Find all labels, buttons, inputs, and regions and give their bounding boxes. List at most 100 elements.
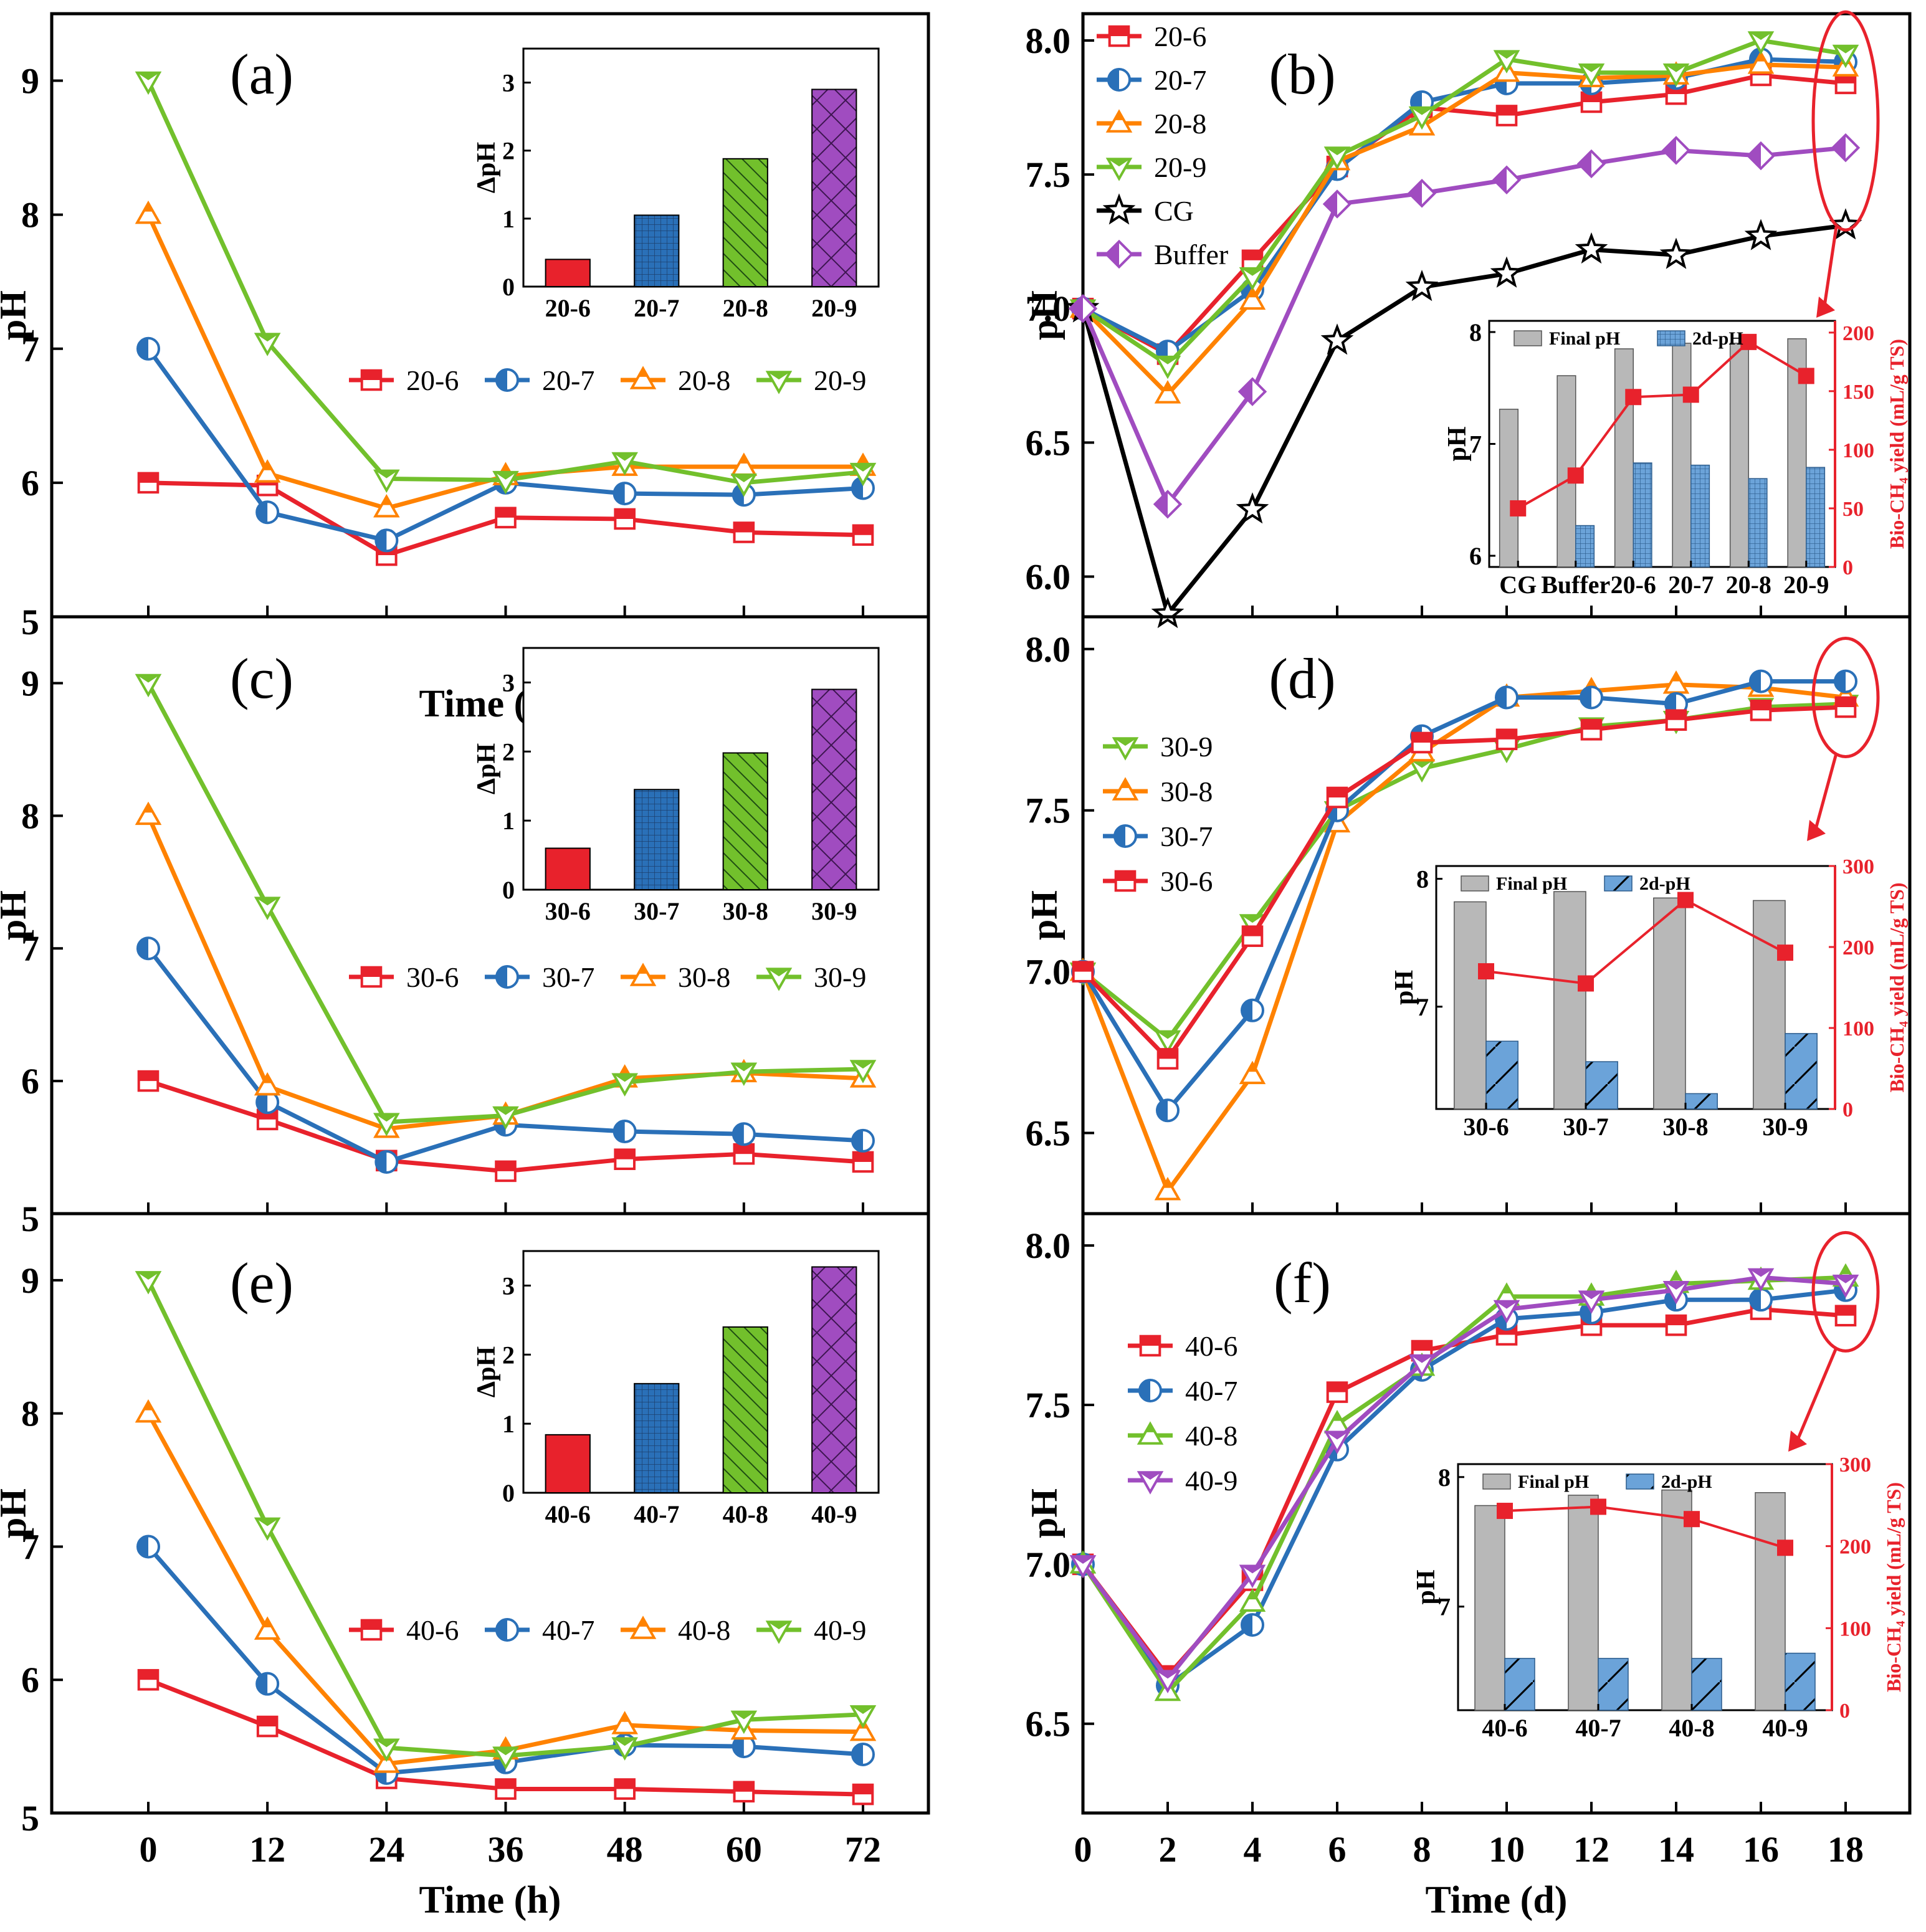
legend-label: 30-6 [1160,865,1213,897]
marker-triangle-up [629,366,657,389]
marker-fill [1242,926,1262,936]
x-tick-label: 24 [368,1829,404,1870]
marker-fill [1327,1382,1347,1392]
marker-fill [1070,295,1083,321]
marker-fill [497,966,507,987]
inset-y2-axis-label: Bio-CH₄ yield (mL/g TS) [1885,339,1908,549]
marker-fill [257,502,268,523]
marker-fill [497,369,507,391]
marker-fill [1578,151,1591,177]
legend-label: 20-6 [406,364,459,396]
y-tick-label: 8.0 [1026,1225,1071,1266]
inset-ch4-point [1497,1503,1513,1520]
marker-fill [1140,1336,1160,1346]
panel-label: (d) [1269,647,1335,710]
inset-y-axis-label: ΔpH [472,743,501,794]
marker-star [1405,270,1439,302]
marker-triangle-up [254,1616,281,1640]
marker-fill [620,1067,630,1075]
marker-fill [1586,679,1596,688]
marker-fill [1120,779,1130,788]
legend-label: 40-6 [406,1614,459,1646]
series-line [1082,73,1846,357]
legend-label: 40-6 [1185,1330,1237,1362]
inset-d: 7 8 pH 0 100 200 300 Bio-CH₄ yield (mL/g TS) 30-… [1390,855,1908,1141]
marker-fill [262,462,272,470]
inset-y-tick-label: 2 [502,1341,515,1369]
x-axis-label: Time (h) [419,1879,561,1921]
y-axis-label: pH [0,290,34,340]
series-line [1080,145,1846,509]
annotation-arrowhead [1788,1430,1807,1452]
marker-fill [361,370,381,380]
marker-fill [1155,491,1168,517]
x-tick-label: 10 [1489,1829,1525,1870]
marker-fill [256,334,279,342]
inset-bar-final-ph [1474,1505,1505,1711]
y-tick-label: 7.0 [1026,1544,1071,1585]
legend-item-30-6: 30-6 [1103,865,1213,897]
inset-y-tick-label: 8 [1416,865,1429,893]
y-axis-label: pH [0,1488,34,1538]
legend-item-CG: CG [1097,193,1194,227]
marker-fill [1324,191,1337,217]
marker-fill [852,1743,863,1765]
marker-fill [1495,51,1518,59]
series-Buffer [1068,133,1861,519]
marker-fill [1247,288,1257,298]
y-tick-label: 8 [21,1394,39,1434]
marker-fill [1412,733,1432,743]
marker-fill [734,1144,754,1154]
x-axis-label: Time (d) [1426,1879,1568,1921]
inset-y-axis-label: ΔpH [472,142,501,193]
inset-y-tick-label: 6 [1469,542,1482,570]
marker-fill [381,497,391,505]
inset-legend-swatch-2d [1626,1473,1654,1490]
inset-x-tick-label: 40-6 [1482,1714,1527,1742]
inset-y2-tick-label: 0 [1843,1098,1853,1121]
marker-fill [138,1071,158,1082]
legend-label: 40-9 [1185,1465,1237,1497]
y-tick-label: 8 [21,796,39,836]
inset-legend-final-ph: Final pH [1496,873,1567,894]
inset-legend-swatch-final [1461,875,1489,892]
marker-fill [852,1706,874,1714]
legend-item-40-6: 40-6 [349,1614,459,1646]
marker-fill [614,1121,625,1143]
inset-bar [634,1382,680,1493]
marker-triangle-up [1154,380,1181,404]
inset-y2-tick-label: 200 [1839,1536,1871,1559]
series-line [1082,57,1846,355]
marker-fill [497,1619,507,1640]
inset-bar-2d-ph [1685,1093,1718,1110]
inset-bar-final-ph [1753,900,1786,1110]
legend-label: 40-9 [814,1614,866,1646]
marker-fill [1581,720,1601,730]
marker-fill [1242,999,1252,1021]
marker-fill [1502,1285,1512,1293]
marker-fill [1163,383,1173,391]
series-line [1081,1275,1846,1683]
marker-fill [376,1151,387,1173]
marker-triangle-up [629,963,657,986]
inset-bar [545,847,591,890]
y-tick-label: 7 [21,329,39,369]
inset-x-tick-label: 20-7 [634,294,679,322]
marker-fill [1494,167,1507,193]
marker-fill [1108,69,1119,90]
marker-fill [768,1622,790,1630]
y-tick-label: 7 [21,1526,39,1567]
inset-x-tick-label: 30-9 [1762,1113,1808,1141]
inset-y2-tick-label: 0 [1843,556,1853,579]
x-tick-label: 12 [249,1829,285,1870]
marker-triangle-up [1154,1176,1181,1201]
inset-y-axis-label: ΔpH [472,1346,501,1397]
y-tick-label: 6.5 [1026,422,1071,463]
marker-fill [1326,148,1348,156]
inset-y-tick-label: 0 [502,273,515,301]
marker-fill [375,1114,398,1122]
x-tick-label: 16 [1743,1829,1779,1870]
legend-label: 20-7 [1154,64,1206,96]
